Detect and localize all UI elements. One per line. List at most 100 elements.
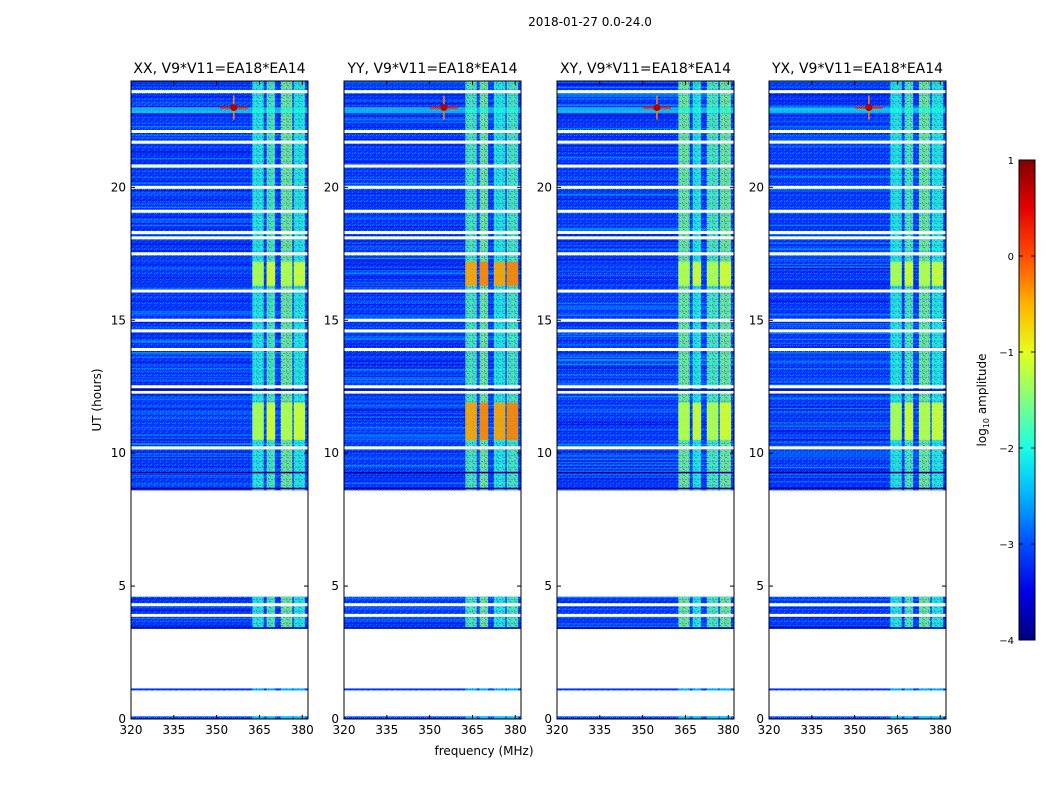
high-amplitude-block [890, 261, 902, 286]
high-amplitude-block [280, 261, 293, 286]
flagged-row [769, 252, 946, 256]
flagged-row [344, 231, 521, 235]
flagged-row [131, 140, 308, 144]
y-tick-label: 5 [756, 579, 764, 593]
y-tick-label: 5 [331, 579, 339, 593]
flagged-row [131, 236, 308, 240]
y-tick-label: 20 [749, 180, 764, 194]
flagged-row [769, 130, 946, 134]
high-amplitude-block [918, 261, 931, 286]
flagged-row [131, 90, 308, 94]
flagged-row [131, 329, 308, 333]
flagged-row [344, 164, 521, 168]
high-amplitude-block [692, 402, 702, 440]
flagged-row [769, 446, 946, 450]
flagged-row [131, 231, 308, 235]
high-amplitude-block [706, 402, 719, 440]
high-amplitude-block [506, 261, 519, 286]
panel-yx: YX, V9*V11=EA18*EA14 320 335 350 365 380 0 5 10 1… [749, 61, 952, 737]
panel-title: XX, V9*V11=EA18*EA14 [133, 61, 305, 77]
rfi-stripe [131, 107, 308, 114]
flagged-row [769, 185, 946, 189]
flagged-row [131, 390, 308, 394]
x-tick-label: 350 [631, 723, 654, 737]
high-amplitude-block [678, 261, 690, 286]
flagged-row [557, 185, 734, 189]
rfi-stripe [344, 107, 521, 114]
flagged-row [557, 347, 734, 351]
y-tick-label: 0 [544, 712, 552, 726]
high-amplitude-block [493, 402, 506, 440]
colorbar-label: log10 amplitude [975, 354, 991, 447]
flagged-row [769, 385, 946, 389]
flagged-row [131, 209, 308, 213]
flagged-row [344, 185, 521, 189]
x-tick-label: 320 [546, 723, 569, 737]
high-amplitude-block [293, 402, 306, 440]
y-tick-label: 15 [111, 313, 126, 327]
high-amplitude-block [678, 402, 690, 440]
y-tick-label: 15 [324, 313, 339, 327]
figure-title: 2018-01-27 0.0-24.0 [528, 15, 652, 29]
y-tick-label: 0 [118, 712, 126, 726]
colorbar: 1 0 −1 −2 −3 −4 [999, 156, 1036, 647]
flagged-row [557, 252, 734, 256]
high-amplitude-block [293, 261, 306, 286]
flagged-row [557, 130, 734, 134]
flagged-row [769, 289, 946, 293]
flagged-row [557, 603, 734, 607]
flagged-row [557, 318, 734, 322]
x-tick-label: 350 [843, 723, 866, 737]
y-tick-label: 10 [324, 446, 339, 460]
rfi-source [230, 104, 238, 112]
y-tick-label: 5 [118, 579, 126, 593]
flagged-row [131, 252, 308, 256]
y-tick-label: 20 [537, 180, 552, 194]
x-tick-label: 335 [375, 723, 398, 737]
colorbar-tick-label: −2 [999, 444, 1014, 455]
high-amplitude-block [931, 402, 944, 440]
y-tick-label: 20 [111, 180, 126, 194]
colorbar-tick-label: 0 [1008, 252, 1014, 263]
high-amplitude-block [931, 261, 944, 286]
flagged-row [557, 289, 734, 293]
flagged-row [557, 140, 734, 144]
colorbar-tick-label: 1 [1008, 156, 1014, 167]
high-amplitude-block [890, 402, 902, 440]
high-amplitude-block [506, 402, 519, 440]
panel-title: XY, V9*V11=EA18*EA14 [560, 61, 731, 77]
flagged-row [131, 130, 308, 134]
flagged-row [557, 209, 734, 213]
flagged-row [769, 90, 946, 94]
flagged-row [344, 385, 521, 389]
flagged-row [769, 318, 946, 322]
flagged-row [344, 390, 521, 394]
x-tick-label: 365 [461, 723, 484, 737]
flagged-row [557, 446, 734, 450]
flagged-row [131, 347, 308, 351]
panel-xy: XY, V9*V11=EA18*EA14 320 335 350 365 380 0 5 10 1… [537, 61, 740, 737]
flagged-row [344, 347, 521, 351]
flagged-row [344, 613, 521, 617]
x-tick-label: 335 [162, 723, 185, 737]
high-amplitude-block [479, 261, 489, 286]
high-amplitude-block [692, 261, 702, 286]
flagged-row [557, 329, 734, 333]
x-tick-label: 380 [929, 723, 952, 737]
rfi-source [440, 104, 448, 112]
high-amplitude-block [252, 402, 264, 440]
x-tick-label: 380 [504, 723, 527, 737]
flagged-row [131, 164, 308, 168]
x-tick-label: 335 [800, 723, 823, 737]
flagged-row [131, 446, 308, 450]
rfi-source [653, 104, 661, 112]
flagged-row [131, 613, 308, 617]
high-amplitude-block [904, 261, 914, 286]
y-tick-label: 20 [324, 180, 339, 194]
panel-yy: YY, V9*V11=EA18*EA14 320 335 350 365 380 0 5 10 1… [324, 61, 527, 737]
x-tick-label: 365 [248, 723, 271, 737]
y-tick-label: 0 [756, 712, 764, 726]
flagged-row [557, 613, 734, 617]
flagged-row [344, 318, 521, 322]
